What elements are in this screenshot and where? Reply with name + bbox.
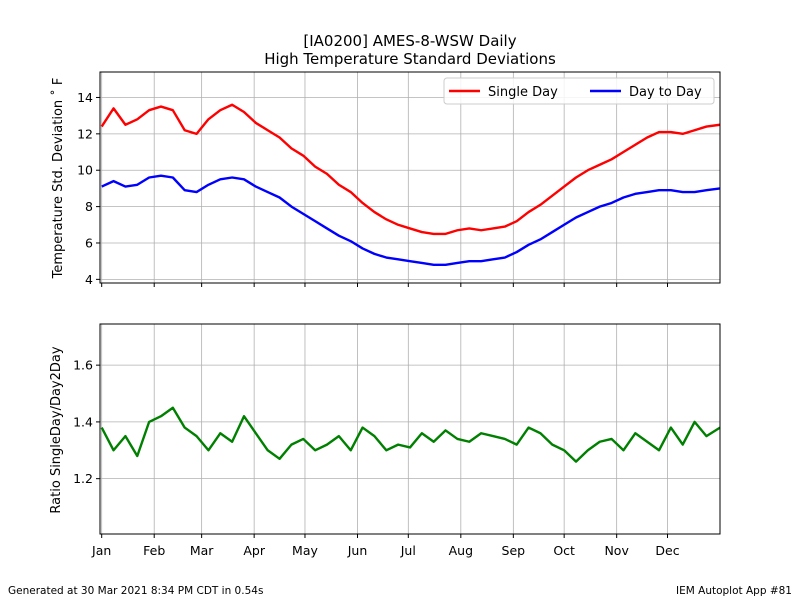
bottom-x-tick-label: May — [292, 543, 318, 558]
bottom-x-tick-label: Apr — [243, 543, 265, 558]
top-plot-frame — [99, 71, 721, 284]
legend: Single Day Day to Day — [443, 77, 715, 105]
top-y-tick-label: 14 — [77, 90, 93, 105]
bottom-x-tick-label: Nov — [604, 543, 629, 558]
bottom-x-tick-label: Jun — [347, 543, 368, 558]
footer-generated-text: Generated at 30 Mar 2021 8:34 PM CDT in … — [8, 585, 264, 597]
bottom-x-tick-label: Jul — [400, 543, 416, 558]
top-grid — [100, 72, 720, 283]
bottom-x-tick-label: Dec — [655, 543, 679, 558]
top-y-ticks: 4 6 8 10 12 14 — [77, 90, 100, 287]
top-single-day-line — [100, 103, 721, 236]
top-y-tick-label: 8 — [85, 199, 93, 214]
bottom-plot-frame — [99, 323, 721, 535]
top-y-tick-label: 12 — [77, 126, 93, 141]
top-y-tick-label: 4 — [85, 272, 93, 287]
bottom-grid — [100, 324, 720, 534]
legend-single-day-label: Single Day — [488, 85, 558, 100]
bottom-y-ticks: 1.2 1.4 1.6 — [73, 358, 100, 486]
bottom-x-ticks: Jan Feb Mar Apr May Jun Jul Aug Sep Oct Nov Dec — [91, 534, 680, 558]
top-plot-panel: 4 6 8 10 12 14 Temperature Std. Deviation ˚ F… — [50, 71, 721, 287]
chart-title-line2: High Temperature Standard Deviations — [264, 50, 556, 68]
bottom-y-axis-label: Ratio SingleDay/Day2Day — [49, 346, 64, 513]
legend-day-to-day-label: Day to Day — [629, 85, 702, 100]
top-y-tick-label: 6 — [85, 235, 93, 250]
top-y-axis-label: Temperature Std. Deviation ˚ F — [50, 78, 66, 280]
bottom-y-tick-label: 1.4 — [73, 414, 93, 429]
chart-title-line1: [IA0200] AMES-8-WSW Daily — [303, 32, 516, 50]
bottom-x-tick-label: Jan — [91, 543, 111, 558]
top-series-group — [100, 103, 721, 267]
top-day-to-day-line — [101, 174, 721, 267]
top-x-ticks — [101, 283, 668, 287]
legend-box — [443, 77, 715, 105]
bottom-ratio-line — [100, 406, 721, 463]
bottom-plot-panel: 1.2 1.4 1.6 Jan Feb Mar Apr May Jun Jul Aug Sep Oct… — [49, 323, 721, 558]
bottom-x-tick-label: Sep — [502, 543, 526, 558]
bottom-x-tick-label: Mar — [190, 543, 214, 558]
bottom-x-tick-label: Feb — [143, 543, 165, 558]
bottom-x-tick-label: Oct — [553, 543, 575, 558]
footer-app-credit: IEM Autoplot App #81 — [676, 585, 792, 597]
bottom-y-tick-label: 1.6 — [73, 358, 93, 373]
bottom-y-tick-label: 1.2 — [73, 471, 93, 486]
bottom-series-group — [100, 406, 721, 463]
bottom-x-tick-label: Aug — [449, 543, 473, 558]
top-y-tick-label: 10 — [77, 163, 93, 178]
